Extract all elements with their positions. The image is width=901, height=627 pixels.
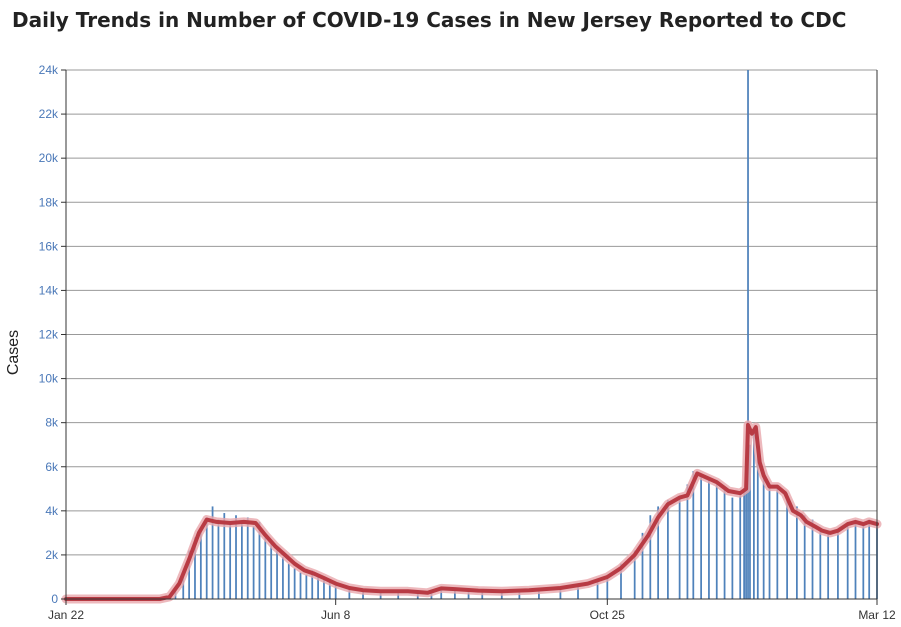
daily-case-bar	[606, 574, 609, 599]
daily-case-bar	[246, 517, 249, 599]
daily-case-bar	[538, 590, 540, 599]
daily-case-bar	[641, 532, 644, 599]
daily-case-bar	[803, 515, 806, 599]
daily-case-bar	[756, 455, 759, 599]
daily-case-bar	[633, 550, 636, 599]
daily-case-bar	[768, 484, 771, 599]
daily-case-bar	[334, 585, 337, 599]
daily-case-bar	[328, 581, 331, 599]
daily-case-bar	[747, 70, 749, 599]
daily-case-bar	[287, 563, 290, 599]
y-tick-label: 12k	[39, 328, 59, 342]
daily-case-bar	[270, 543, 273, 599]
y-tick-label: 8k	[45, 416, 59, 430]
daily-case-bar	[686, 484, 689, 599]
daily-case-bar	[241, 524, 243, 599]
daily-case-bar	[235, 515, 237, 599]
daily-case-bar	[678, 497, 681, 599]
moving-average-layer	[61, 420, 882, 604]
axes: 0 2k 4k 6k 8k 10k 12k 14k 16k 18k 20k 22k 24k Jan 22 J…	[39, 63, 896, 622]
daily-case-bar	[868, 519, 871, 599]
daily-case-bar	[795, 506, 798, 599]
daily-case-bar	[229, 521, 232, 599]
daily-case-bar	[264, 535, 267, 599]
daily-case-bar	[454, 590, 456, 599]
daily-case-bar	[252, 526, 255, 599]
daily-case-bar	[649, 515, 652, 599]
daily-case-bar	[299, 572, 302, 599]
daily-case-bar	[692, 471, 695, 599]
daily-case-bar	[745, 482, 747, 599]
daily-case-bar	[862, 524, 865, 599]
y-tick-label: 4k	[45, 504, 59, 518]
grid-lines	[66, 69, 877, 600]
moving-average-line	[64, 422, 879, 601]
daily-bars	[158, 70, 878, 599]
x-tick-label: Jun 8	[321, 608, 351, 622]
chart-title: Daily Trends in Number of COVID-19 Cases…	[12, 8, 847, 32]
daily-case-bar	[323, 579, 325, 599]
daily-case-bar	[819, 528, 822, 599]
daily-case-bar	[258, 521, 261, 599]
daily-case-bar	[305, 574, 308, 599]
daily-case-bar	[276, 550, 278, 599]
daily-case-bar	[715, 484, 718, 599]
daily-case-bar	[282, 557, 284, 599]
daily-case-bar	[731, 497, 734, 599]
daily-case-bar	[467, 590, 470, 599]
daily-case-bar	[182, 576, 185, 599]
daily-case-bar	[620, 563, 622, 599]
daily-case-bar	[786, 493, 788, 599]
y-tick-label: 24k	[39, 63, 59, 77]
x-tick-label: Oct 25	[590, 608, 626, 622]
daily-case-bar	[293, 568, 296, 599]
daily-case-bar	[762, 475, 765, 599]
daily-case-bar	[440, 589, 443, 599]
daily-case-bar	[739, 495, 742, 599]
y-tick-label: 22k	[39, 107, 59, 121]
daily-case-bar	[708, 479, 710, 599]
y-tick-label: 18k	[39, 195, 59, 209]
daily-case-bar	[205, 517, 208, 599]
daily-case-bar	[837, 530, 839, 599]
daily-case-bar	[753, 433, 755, 599]
daily-case-bar	[743, 488, 745, 599]
y-tick-label: 14k	[39, 283, 59, 297]
y-tick-label: 20k	[39, 151, 59, 165]
x-tick-label: Jan 22	[48, 608, 84, 622]
daily-case-bar	[657, 506, 660, 599]
daily-case-bar	[188, 550, 190, 599]
daily-case-bar	[311, 570, 314, 599]
daily-case-bar	[559, 587, 562, 599]
y-tick-label: 2k	[45, 548, 59, 562]
y-tick-label: 6k	[45, 460, 59, 474]
daily-case-bar	[854, 521, 857, 599]
daily-case-bar	[749, 444, 751, 599]
daily-case-bar	[596, 581, 599, 599]
daily-case-bar	[667, 499, 669, 599]
daily-case-bar	[362, 590, 364, 599]
daily-case-bar	[846, 524, 849, 599]
daily-case-bar	[723, 488, 726, 599]
y-tick-label: 16k	[39, 239, 59, 253]
daily-case-bar	[577, 584, 579, 599]
moving-average-glow	[61, 420, 882, 604]
daily-case-bar	[194, 537, 196, 599]
daily-case-bar	[776, 486, 779, 599]
daily-case-bar	[700, 475, 702, 599]
daily-case-bar	[827, 532, 830, 599]
x-tick-label: Mar 12	[858, 608, 896, 622]
y-tick-label: 0	[51, 592, 58, 606]
daily-case-bar	[211, 506, 214, 599]
daily-case-bar	[518, 591, 521, 599]
daily-case-bar	[811, 519, 814, 599]
daily-case-bar	[199, 528, 202, 599]
daily-case-bar	[223, 513, 226, 599]
y-tick-label: 10k	[39, 372, 59, 386]
daily-case-bar	[348, 589, 351, 599]
daily-case-bar	[217, 519, 220, 599]
daily-case-bar	[317, 576, 319, 599]
y-axis-label: Cases	[5, 330, 22, 375]
